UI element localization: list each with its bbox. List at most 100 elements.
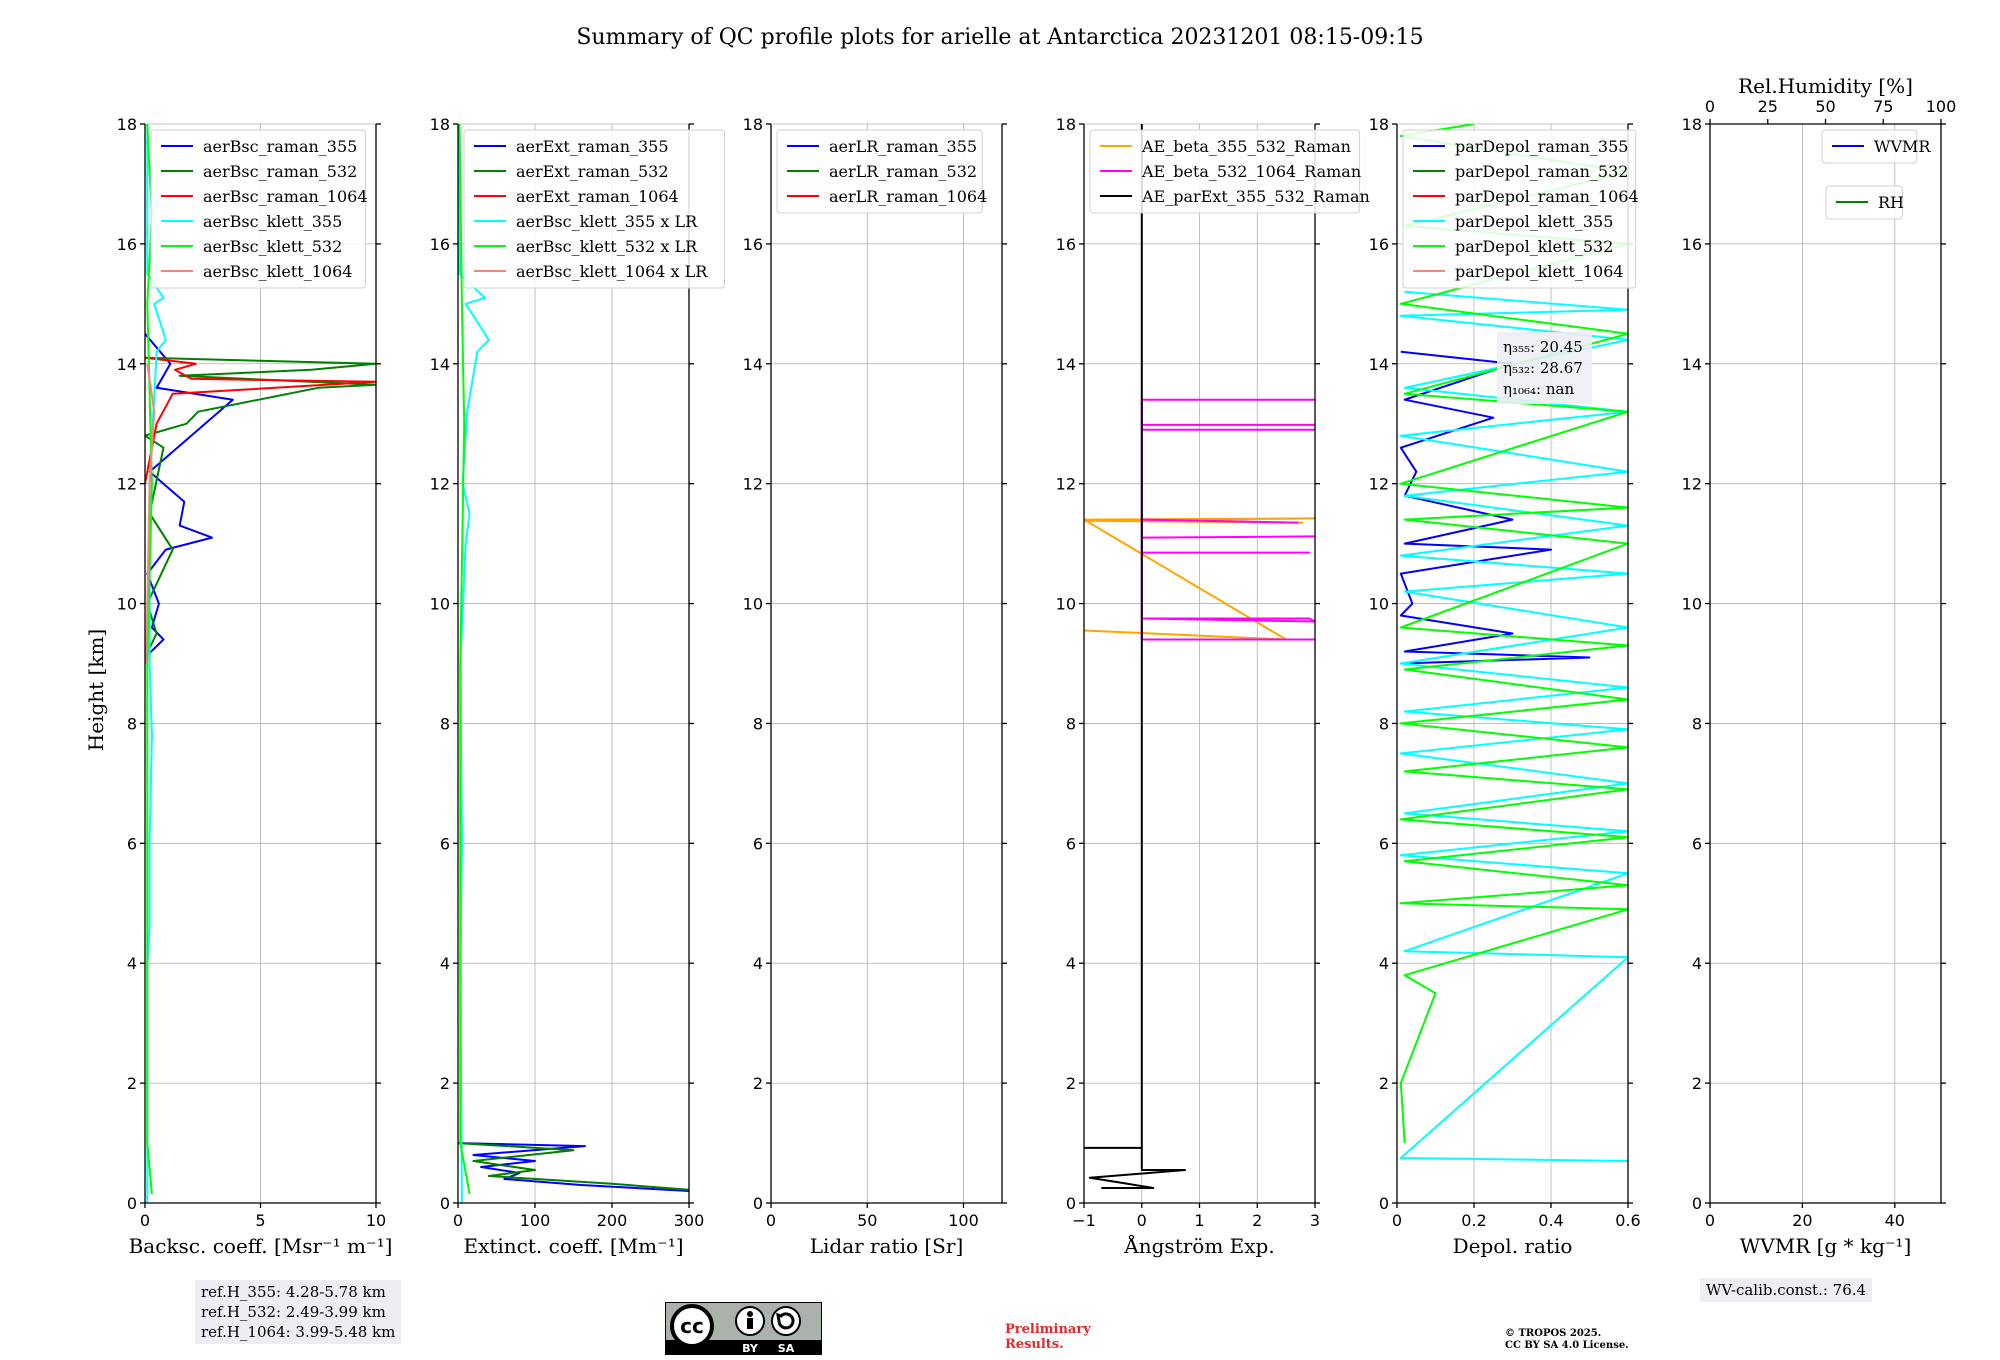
series-AE_parExt_355_532_Raman: [1084, 124, 1187, 1189]
y-tick-label-depolarization: 0: [1379, 1194, 1389, 1213]
preliminary-line-1: Preliminary: [1005, 1322, 1091, 1337]
y-tick-label-water_vapor: 18: [1682, 115, 1702, 134]
legend-depolarization: parDepol_raman_355 parDepol_raman_532 parD…: [1402, 129, 1639, 289]
y-tick-label-depolarization: 4: [1379, 954, 1389, 973]
y-tick-label-angstrom: 4: [1066, 954, 1076, 973]
top-tick-label-water_vapor: 0: [1705, 97, 1715, 116]
series-aerBsc_klett_532: [146, 124, 153, 1195]
x-axis-label-water_vapor: WVMR [g * kg⁻¹]: [1740, 1234, 1912, 1258]
series-aerBsc_klett_1064: [145, 363, 156, 664]
cc-sa-text: SA: [778, 1342, 795, 1355]
y-tick-label-depolarization: 8: [1379, 714, 1389, 733]
y-tick-label-extinction: 10: [430, 595, 450, 614]
y-tick-label-backscatter: 2: [127, 1074, 137, 1093]
legend-backscatter-entry: aerBsc_klett_1064: [203, 262, 352, 281]
panel-lidar_ratio: 0 2 4 6 8 10 12 14 16 18 0 50 100 Lidar ratio [Sr] aer…: [743, 115, 1007, 1258]
legend-water_vapor-frame: [1821, 129, 1918, 164]
y-tick-label-backscatter: 16: [117, 235, 137, 254]
y-tick-label-lidar_ratio: 14: [743, 355, 763, 374]
series-aerBsc_raman_1064: [145, 356, 376, 484]
y-tick-label-water_vapor: 0: [1692, 1194, 1702, 1213]
x-tick-label-angstrom: 0: [1137, 1211, 1147, 1230]
legend-backscatter-entry: aerBsc_klett_532: [203, 237, 342, 256]
x-tick-label-depolarization: 0.6: [1615, 1211, 1640, 1230]
legend-extinction-entry: aerBsc_klett_532 x LR: [516, 237, 698, 256]
y-tick-label-depolarization: 6: [1379, 834, 1389, 853]
x-axis-label-angstrom: Ångström Exp.: [1123, 1233, 1274, 1258]
y-tick-label-depolarization: 16: [1369, 235, 1389, 254]
license-line-1: © TROPOS 2025.: [1505, 1328, 1602, 1339]
top-axis-label-water_vapor: Rel.Humidity [%]: [1738, 74, 1913, 98]
legend-extinction-entry: aerExt_raman_532: [516, 162, 669, 181]
legend2-water_vapor: RH: [1825, 185, 1904, 220]
y-tick-label-depolarization: 18: [1369, 115, 1389, 134]
legend-lidar_ratio: aerLR_raman_355 aerLR_raman_532 aerLR_rama…: [776, 129, 987, 214]
y-tick-label-lidar_ratio: 8: [753, 714, 763, 733]
cc-text: cc: [680, 1314, 704, 1338]
annotation-line: η₅₃₂: 28.67: [1503, 359, 1583, 377]
legend-water_vapor: WVMR: [1821, 129, 1931, 164]
y-tick-label-depolarization: 12: [1369, 475, 1389, 494]
legend-lidar_ratio-entry: aerLR_raman_532: [829, 162, 977, 181]
x-tick-label-extinction: 300: [674, 1211, 705, 1230]
legend-depolarization-entry: parDepol_klett_1064: [1455, 262, 1624, 281]
y-tick-label-extinction: 0: [440, 1194, 450, 1213]
panel-extinction: 0 2 4 6 8 10 12 14 16 18 0 100 200 300 Extinct. coeff.…: [430, 115, 725, 1258]
legend2-water_vapor-entry: RH: [1878, 193, 1904, 212]
y-tick-label-extinction: 6: [440, 834, 450, 853]
legend-angstrom-entry: AE_beta_532_1064_Raman: [1141, 162, 1361, 181]
cc-by-text: BY: [742, 1342, 759, 1355]
annotation-depolarization: η₃₅₅: 20.45 η₅₃₂: 28.67 η₁₀₆₄: nan: [1497, 332, 1592, 404]
cc-by-sa-logo: cc BY SA: [665, 1302, 822, 1355]
preliminary-results-note: Preliminary Results.: [1005, 1322, 1145, 1352]
y-tick-label-extinction: 18: [430, 115, 450, 134]
x-tick-label-lidar_ratio: 0: [766, 1211, 776, 1230]
annotation-line: η₁₀₆₄: nan: [1503, 380, 1574, 398]
series-AE_beta_532_1064_Raman: [1140, 398, 1315, 641]
x-axis-label-depolarization: Depol. ratio: [1453, 1234, 1573, 1258]
x-tick-label-extinction: 0: [453, 1211, 463, 1230]
top-tick-label-water_vapor: 25: [1758, 97, 1778, 116]
y-tick-label-lidar_ratio: 12: [743, 475, 763, 494]
x-tick-label-angstrom: 3: [1310, 1211, 1320, 1230]
x-tick-label-angstrom: −1: [1072, 1211, 1096, 1230]
legend-backscatter: aerBsc_raman_355 aerBsc_raman_532 aerBsc_r…: [150, 129, 368, 289]
legend-backscatter-entry: aerBsc_raman_1064: [203, 187, 368, 206]
by-person-icon: [747, 1311, 753, 1317]
reference-heights-box: ref.H_355: 4.28-5.78 km ref.H_532: 2.49-…: [195, 1280, 402, 1344]
top-tick-label-water_vapor: 100: [1926, 97, 1957, 116]
panel-backscatter: 0 2 4 6 8 10 12 14 16 18 0 5 10 Backsc. coeff. [Msr⁻¹…: [117, 115, 393, 1258]
series-AE_beta_355_532_Raman: [1084, 517, 1315, 641]
wv-calibration-constant: WV-calib.const.: 76.4: [1706, 1281, 1867, 1299]
legend-lidar_ratio-entry: aerLR_raman_355: [829, 137, 977, 156]
series-aerExt_raman_532: [458, 1142, 689, 1191]
legend-lidar_ratio-entry: aerLR_raman_1064: [829, 187, 987, 206]
x-tick-label-angstrom: 2: [1252, 1211, 1262, 1230]
y-tick-label-extinction: 8: [440, 714, 450, 733]
wv-calibration-box: WV-calib.const.: 76.4: [1700, 1278, 1873, 1302]
legend-extinction-entry: aerBsc_klett_1064 x LR: [516, 262, 708, 281]
y-tick-label-water_vapor: 2: [1692, 1074, 1702, 1093]
legend-depolarization-entry: parDepol_raman_355: [1455, 137, 1628, 156]
x-axis-label-lidar_ratio: Lidar ratio [Sr]: [810, 1234, 964, 1258]
y-tick-label-depolarization: 10: [1369, 595, 1389, 614]
series-aerBsc_klett_355 x LR: [458, 124, 490, 1203]
ref-height-532: ref.H_532: 2.49-3.99 km: [201, 1303, 386, 1321]
y-tick-label-backscatter: 18: [117, 115, 137, 134]
y-tick-label-backscatter: 10: [117, 595, 137, 614]
y-tick-label-backscatter: 0: [127, 1194, 137, 1213]
legend-backscatter-entry: aerBsc_raman_532: [203, 162, 357, 181]
legend-water_vapor-entry: WVMR: [1874, 137, 1931, 156]
ref-height-355: ref.H_355: 4.28-5.78 km: [201, 1283, 386, 1301]
panel-depolarization: 0 2 4 6 8 10 12 14 16 18 0 0.2 0.4 0.6 Depol. ratio par…: [1369, 115, 1641, 1258]
y-tick-label-backscatter: 6: [127, 834, 137, 853]
y-tick-label-angstrom: 2: [1066, 1074, 1076, 1093]
series-group-extinction: [458, 124, 689, 1203]
series-aerBsc_raman_355: [145, 333, 234, 659]
y-tick-label-water_vapor: 16: [1682, 235, 1702, 254]
y-tick-label-angstrom: 14: [1056, 355, 1076, 374]
